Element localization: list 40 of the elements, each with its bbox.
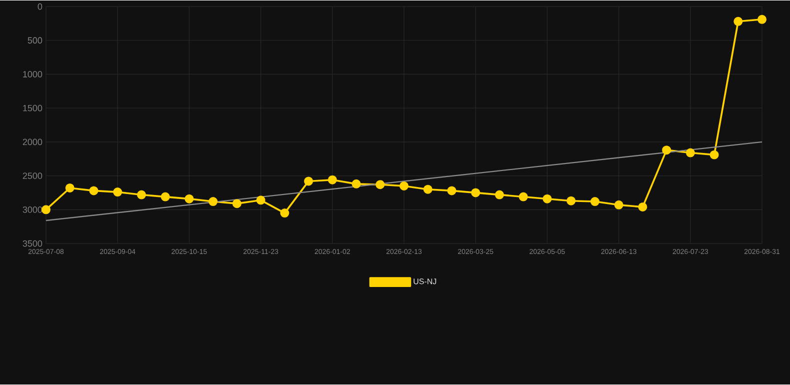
point — [542, 194, 552, 204]
point — [352, 180, 361, 189]
y-tick-label: 1500 — [23, 105, 42, 112]
point — [734, 17, 743, 26]
point — [400, 182, 409, 191]
y-tick-label: 500 — [28, 37, 42, 44]
point — [160, 192, 170, 202]
point — [184, 194, 194, 204]
point — [113, 188, 122, 197]
point — [256, 196, 266, 205]
point — [65, 184, 74, 193]
point — [686, 148, 695, 158]
point — [590, 197, 600, 206]
point — [136, 190, 146, 200]
point — [376, 180, 385, 190]
point — [89, 186, 98, 196]
y-tick-label: 3000 — [22, 206, 42, 214]
point — [614, 200, 624, 210]
point — [280, 208, 290, 218]
y-tick-label: 2000 — [22, 138, 42, 146]
point — [566, 196, 576, 206]
y-tick-label: 0 — [38, 4, 42, 10]
point — [423, 185, 432, 194]
point — [758, 15, 767, 24]
point — [518, 192, 528, 202]
point — [328, 176, 337, 185]
point — [638, 202, 648, 212]
point — [447, 186, 456, 196]
legend-label: US-NJ — [414, 278, 436, 284]
point — [232, 199, 242, 208]
y-tick-label: 2500 — [22, 172, 42, 180]
point — [710, 150, 719, 160]
point — [304, 176, 314, 186]
point — [662, 146, 672, 155]
point — [208, 197, 218, 206]
point — [471, 188, 480, 198]
point — [494, 190, 504, 200]
y-tick-label: 3500 — [22, 240, 42, 247]
y-tick-label: 1000 — [23, 71, 42, 78]
point — [42, 205, 50, 214]
